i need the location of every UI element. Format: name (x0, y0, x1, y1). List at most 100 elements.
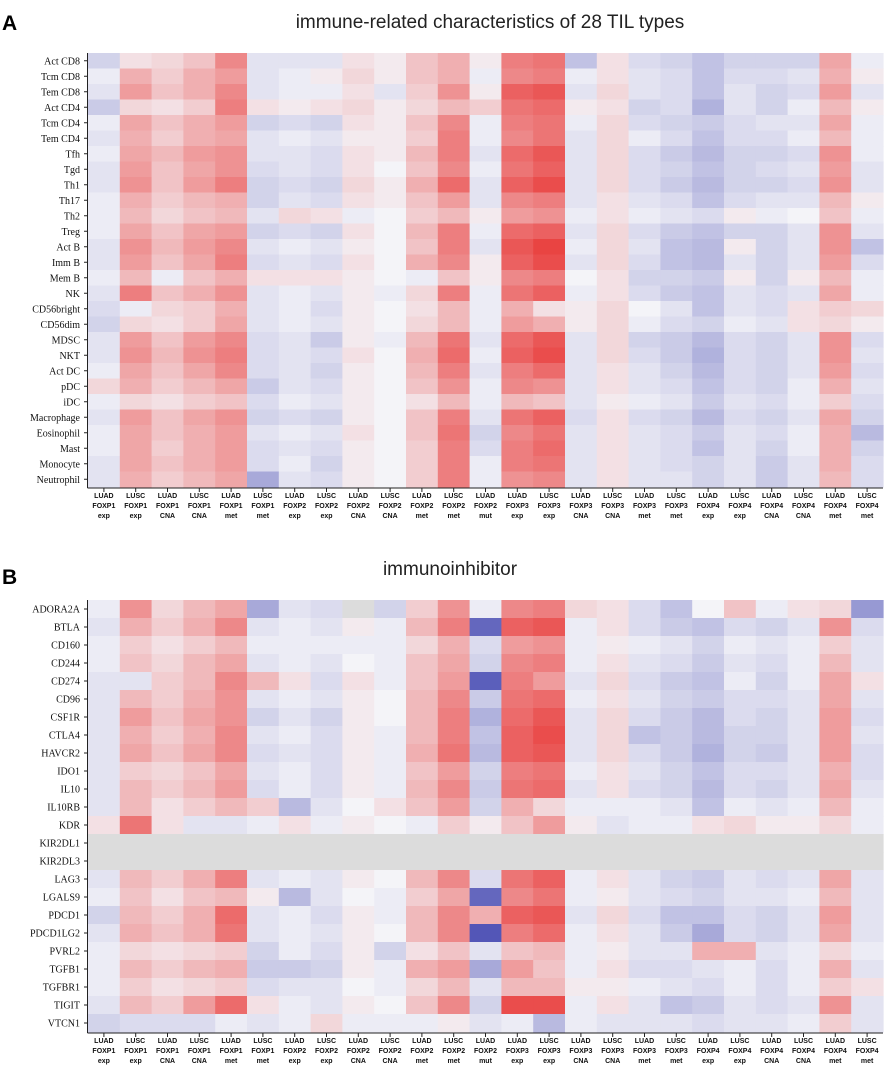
heatmap-cell (247, 332, 280, 349)
heatmap-cell (724, 316, 757, 333)
heatmap-cell (119, 130, 153, 147)
heatmap-cell (755, 285, 789, 302)
heatmap-cell (88, 425, 121, 442)
heatmap-cell (406, 347, 439, 364)
heatmap-cell (247, 636, 280, 655)
heatmap-cell (533, 978, 566, 997)
heatmap-cell (533, 68, 566, 85)
column-label: LUAD (826, 493, 845, 500)
heatmap-cell (692, 690, 725, 709)
heatmap-cell (533, 177, 566, 194)
heatmap-cell (215, 816, 248, 835)
heatmap-cell (724, 332, 757, 349)
heatmap-cell (437, 780, 471, 799)
heatmap-cell (183, 223, 216, 240)
row-label: Act CD4 (44, 103, 80, 114)
heatmap-cell (501, 130, 534, 147)
heatmap-cell (565, 99, 598, 116)
heatmap-cell (692, 888, 725, 907)
heatmap-cell (342, 177, 375, 194)
heatmap-cell (406, 440, 439, 457)
heatmap-cell (151, 270, 184, 287)
heatmap-cell (247, 130, 280, 147)
heatmap-cell (437, 254, 471, 271)
heatmap-cell (374, 780, 407, 799)
heatmap-cell (660, 636, 693, 655)
heatmap-cell (310, 942, 343, 961)
heatmap-cell (787, 409, 820, 426)
heatmap-cell (660, 115, 693, 132)
heatmap-cell (310, 870, 343, 889)
column-label: CNA (383, 513, 398, 520)
heatmap-cell (755, 834, 789, 853)
column-label: LUAD (285, 493, 304, 500)
heatmap-cell (596, 363, 630, 380)
heatmap-cell (374, 618, 407, 637)
heatmap-cell (88, 690, 121, 709)
heatmap-cell (119, 798, 153, 817)
heatmap-cell (692, 440, 725, 457)
heatmap-cell (851, 924, 884, 943)
heatmap-cell (119, 456, 153, 473)
column-label: CNA (192, 1058, 207, 1065)
heatmap-cell (437, 888, 471, 907)
heatmap-cell (851, 347, 884, 364)
heatmap-cell (596, 223, 630, 240)
heatmap-cell (88, 600, 121, 619)
heatmap-cell (151, 378, 184, 395)
heatmap-cell (755, 456, 789, 473)
heatmap-cell (851, 84, 884, 101)
heatmap-cell (374, 239, 407, 256)
heatmap-cell (342, 600, 375, 619)
heatmap-cell (374, 409, 407, 426)
column-label: mut (479, 1058, 493, 1065)
heatmap-cell (533, 146, 566, 163)
column-label: met (861, 1058, 874, 1065)
heatmap-cell (692, 130, 725, 147)
heatmap-cell (374, 425, 407, 442)
heatmap-cell (310, 177, 343, 194)
heatmap-cell (724, 636, 757, 655)
heatmap-cell (88, 960, 121, 979)
heatmap-cell (342, 394, 375, 411)
row-label: CSF1R (51, 713, 81, 724)
heatmap-cell (533, 347, 566, 364)
heatmap-cell (215, 600, 248, 619)
heatmap-cell (724, 942, 757, 961)
heatmap-cell (819, 816, 852, 835)
heatmap-cell (501, 425, 534, 442)
column-label: met (638, 513, 651, 520)
heatmap-cell (119, 906, 153, 925)
heatmap-cell (183, 942, 216, 961)
heatmap-cell (151, 726, 184, 745)
heatmap-cell (660, 618, 693, 637)
heatmap-cell (342, 471, 375, 488)
heatmap-cell (469, 347, 502, 364)
heatmap-cell (724, 834, 757, 853)
heatmap-cell (406, 1014, 439, 1033)
column-label: LUSC (126, 1038, 145, 1045)
heatmap-cell (437, 332, 471, 349)
column-label: LUAD (508, 493, 527, 500)
heatmap-cell (819, 239, 852, 256)
heatmap-cell (660, 177, 693, 194)
heatmap-cell (724, 762, 757, 781)
heatmap-cell (437, 942, 471, 961)
column-label: FOXP4 (824, 1048, 847, 1055)
heatmap-cell (724, 618, 757, 637)
column-label: LUAD (221, 1038, 240, 1045)
heatmap-cell (183, 798, 216, 817)
heatmap-cell (628, 347, 661, 364)
column-label: CNA (573, 1058, 588, 1065)
heatmap-cell (819, 208, 852, 225)
heatmap-cell (215, 301, 248, 318)
heatmap-cell (119, 223, 153, 240)
heatmap-cell (692, 816, 725, 835)
heatmap-cell (755, 708, 789, 727)
column-label: CNA (796, 513, 811, 520)
heatmap-cell (119, 960, 153, 979)
heatmap-cell (501, 852, 534, 871)
heatmap-cell (406, 301, 439, 318)
heatmap-cell (151, 208, 184, 225)
heatmap-cell (819, 798, 852, 817)
